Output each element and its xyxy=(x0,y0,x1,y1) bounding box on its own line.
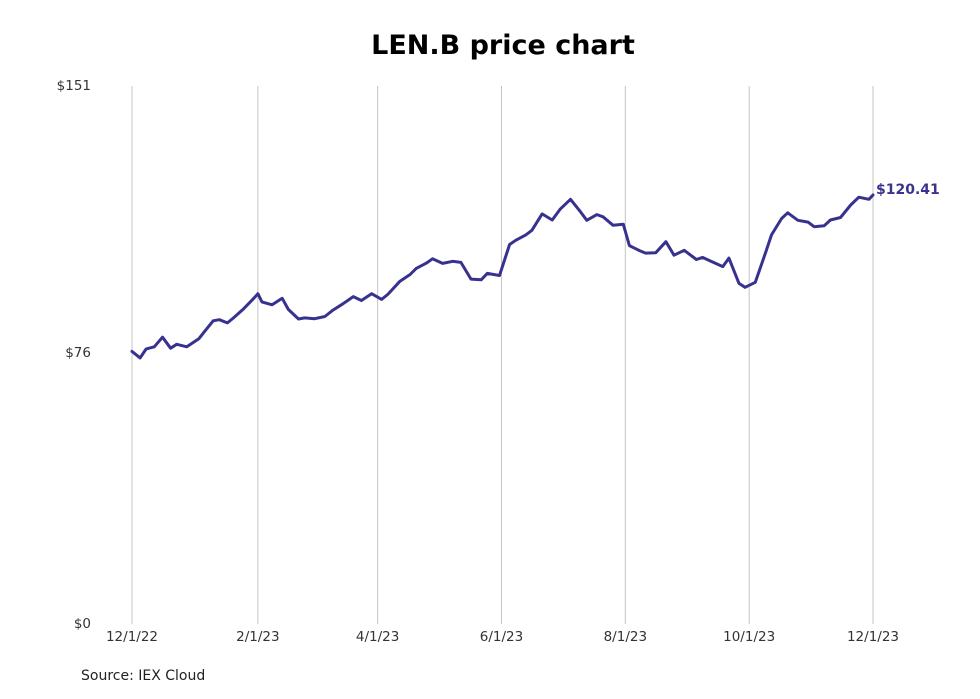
x-tick-label: 4/1/23 xyxy=(356,629,399,645)
price-line xyxy=(130,193,875,360)
gridlines xyxy=(131,86,874,624)
x-tick-label: 10/1/23 xyxy=(723,629,775,645)
y-tick-label: $151 xyxy=(57,78,91,94)
x-tick-label: 12/1/23 xyxy=(847,629,899,645)
last-value-label: $120.41 xyxy=(876,182,940,198)
x-tick-label: 6/1/23 xyxy=(480,629,523,645)
y-axis-ticks: $0 $76 $151 xyxy=(57,78,91,632)
chart-title: LEN.B price chart xyxy=(371,30,635,61)
y-tick-label: $0 xyxy=(74,616,91,632)
x-tick-label: 12/1/22 xyxy=(106,629,158,645)
series-layer xyxy=(130,193,875,360)
y-tick-label: $76 xyxy=(65,345,91,361)
x-tick-label: 8/1/23 xyxy=(604,629,647,645)
x-axis-ticks: 12/1/22 2/1/23 4/1/23 6/1/23 8/1/23 10/1/23 12… xyxy=(106,629,899,645)
x-tick-label: 2/1/23 xyxy=(236,629,279,645)
source-note: Source: IEX Cloud xyxy=(81,668,206,684)
